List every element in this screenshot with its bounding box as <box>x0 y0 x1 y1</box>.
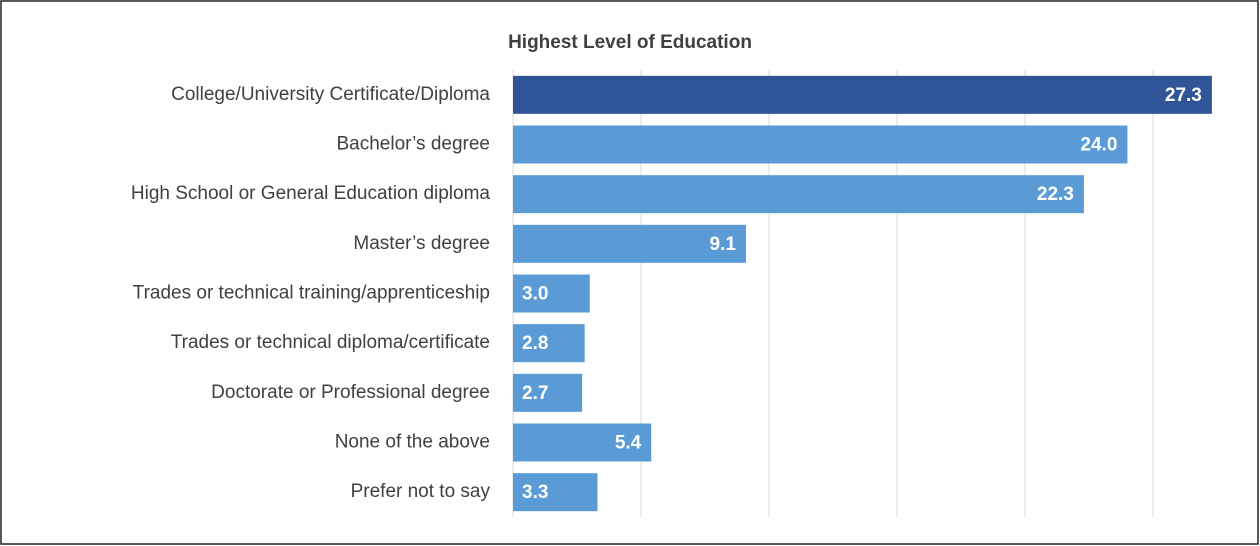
bar <box>513 274 590 313</box>
bar <box>513 423 652 462</box>
data-label: 3.3 <box>522 482 548 503</box>
bar <box>513 324 585 363</box>
y-tick-label: Trades or technical training/apprentices… <box>133 283 490 304</box>
bar <box>513 175 1084 214</box>
data-label: 9.1 <box>710 234 737 255</box>
data-label: 5.4 <box>615 433 642 454</box>
bar <box>513 373 583 412</box>
y-tick-label: College/University Certificate/Diploma <box>171 84 490 105</box>
data-label: 24.0 <box>1080 135 1117 156</box>
bar <box>513 75 1212 114</box>
chart-title: Highest Level of Education <box>508 32 752 53</box>
data-label: 22.3 <box>1037 184 1074 205</box>
data-label: 27.3 <box>1165 85 1202 106</box>
y-tick-label: Doctorate or Professional degree <box>211 382 490 403</box>
data-label: 2.7 <box>522 383 548 404</box>
y-tick-label: Master’s degree <box>353 233 490 254</box>
y-tick-label: Bachelor’s degree <box>336 134 490 155</box>
bar <box>513 473 598 512</box>
bar <box>513 125 1128 164</box>
bar <box>513 224 746 263</box>
data-label: 2.8 <box>522 333 548 354</box>
y-tick-label: None of the above <box>335 432 490 453</box>
data-label: 3.0 <box>522 284 548 305</box>
y-tick-label: Trades or technical diploma/certificate <box>171 332 490 353</box>
y-tick-label: Prefer not to say <box>351 481 491 502</box>
y-tick-label: High School or General Education diploma <box>131 183 491 204</box>
